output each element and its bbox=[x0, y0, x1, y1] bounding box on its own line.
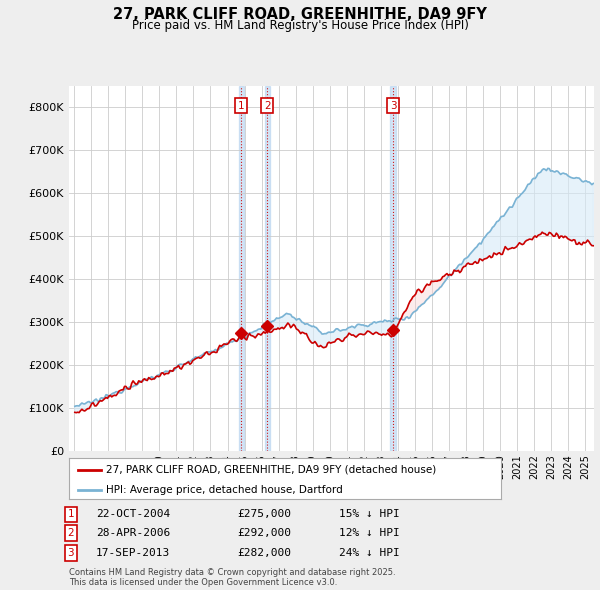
Text: 2: 2 bbox=[67, 529, 74, 538]
Text: 24% ↓ HPI: 24% ↓ HPI bbox=[339, 548, 400, 558]
Bar bbox=[265, 86, 270, 451]
Text: £275,000: £275,000 bbox=[237, 510, 291, 519]
Text: 27, PARK CLIFF ROAD, GREENHITHE, DA9 9FY (detached house): 27, PARK CLIFF ROAD, GREENHITHE, DA9 9FY… bbox=[106, 465, 436, 475]
Text: £282,000: £282,000 bbox=[237, 548, 291, 558]
Text: 3: 3 bbox=[67, 548, 74, 558]
Text: 1: 1 bbox=[67, 510, 74, 519]
Text: 15% ↓ HPI: 15% ↓ HPI bbox=[339, 510, 400, 519]
Text: 28-APR-2006: 28-APR-2006 bbox=[96, 529, 170, 538]
Text: 27, PARK CLIFF ROAD, GREENHITHE, DA9 9FY: 27, PARK CLIFF ROAD, GREENHITHE, DA9 9FY bbox=[113, 7, 487, 22]
Text: Contains HM Land Registry data © Crown copyright and database right 2025.
This d: Contains HM Land Registry data © Crown c… bbox=[69, 568, 395, 587]
Text: 17-SEP-2013: 17-SEP-2013 bbox=[96, 548, 170, 558]
Text: 22-OCT-2004: 22-OCT-2004 bbox=[96, 510, 170, 519]
Bar bbox=[391, 86, 395, 451]
Text: Price paid vs. HM Land Registry's House Price Index (HPI): Price paid vs. HM Land Registry's House … bbox=[131, 19, 469, 32]
Text: 2: 2 bbox=[264, 101, 271, 111]
Text: £292,000: £292,000 bbox=[237, 529, 291, 538]
Bar bbox=[239, 86, 244, 451]
Text: 12% ↓ HPI: 12% ↓ HPI bbox=[339, 529, 400, 538]
Text: 3: 3 bbox=[390, 101, 397, 111]
Text: 1: 1 bbox=[238, 101, 245, 111]
Text: HPI: Average price, detached house, Dartford: HPI: Average price, detached house, Dart… bbox=[106, 485, 343, 495]
